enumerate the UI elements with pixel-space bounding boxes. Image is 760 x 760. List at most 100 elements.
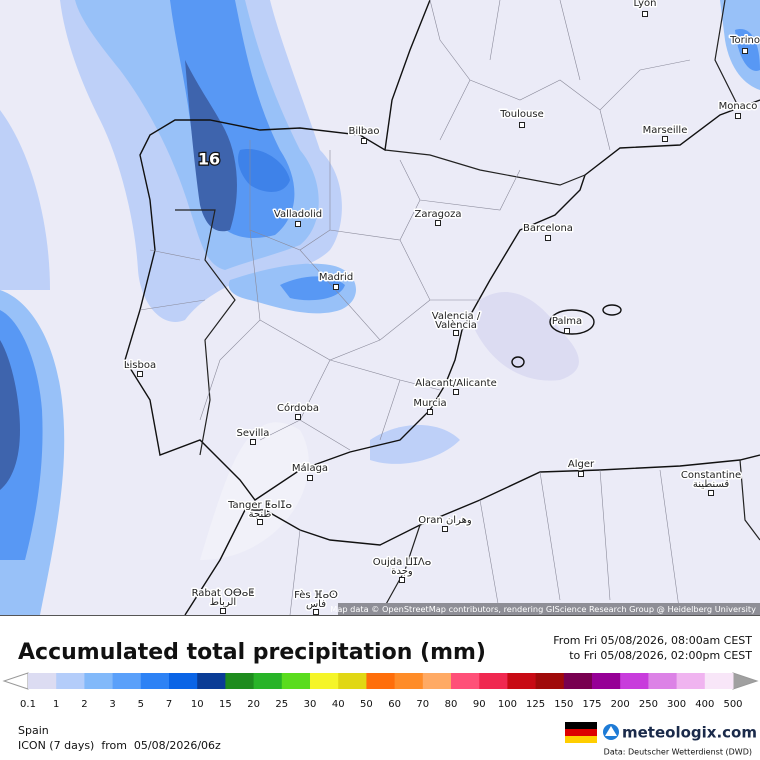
city-label: Alacant/Alicante xyxy=(415,378,496,389)
colorbar-swatch xyxy=(479,673,508,689)
city-label: Toulouse xyxy=(499,109,543,120)
coastline xyxy=(124,0,760,501)
colorbar-under xyxy=(2,672,29,690)
city-label: Lyon xyxy=(633,0,656,9)
city-label: Tanger ⵟⴰⵏⵊⴰ xyxy=(227,500,292,511)
model-run: ICON (7 days) from 05/08/2026/06z xyxy=(18,739,221,752)
city-label: Madrid xyxy=(319,272,353,283)
city-label: Oran وهران xyxy=(418,515,472,526)
city-marker xyxy=(137,371,143,377)
city-marker xyxy=(427,409,433,415)
colorbar-tick-label: 70 xyxy=(416,699,429,710)
city-marker xyxy=(399,577,405,583)
city-marker xyxy=(435,220,441,226)
city-label: Marseille xyxy=(643,125,688,136)
coastline-africa xyxy=(184,454,760,616)
colorbar-swatch xyxy=(563,673,593,689)
city-label: Valladolid xyxy=(274,209,322,220)
colorbar-swatch xyxy=(535,673,565,689)
island-mallorca xyxy=(549,309,595,335)
colorbar-tick-label: 20 xyxy=(247,699,260,710)
city-label: الرباط xyxy=(210,597,236,608)
colorbar-tick-label: 250 xyxy=(639,699,658,710)
city-marker xyxy=(295,221,301,227)
colorbar-swatch xyxy=(28,673,57,689)
colorbar-tick-label: 125 xyxy=(526,699,545,710)
logo[interactable]: meteologix.com xyxy=(603,724,757,742)
border-fr-it xyxy=(714,0,741,111)
colorbar-swatch xyxy=(84,673,114,689)
colorbar-swatch xyxy=(281,673,311,689)
city-label: Barcelona xyxy=(523,223,573,234)
city-marker xyxy=(742,48,748,54)
colorbar-tick-label: 3 xyxy=(109,699,115,710)
max-value-label: 16 xyxy=(198,150,220,169)
colorbar-swatch xyxy=(140,673,170,689)
colorbar-swatch xyxy=(112,673,142,689)
colorbar-tick-label: 100 xyxy=(498,699,517,710)
colorbar-tick-label: 1 xyxy=(53,699,59,710)
city-marker xyxy=(333,284,339,290)
colorbar-swatch xyxy=(422,673,452,689)
logo-text[interactable]: meteologix.com xyxy=(622,724,757,742)
colorbar-tick-label: 2 xyxy=(81,699,87,710)
city-label: Bilbao xyxy=(348,126,379,137)
colorbar-tick-label: 90 xyxy=(473,699,486,710)
colorbar-tick-label: 5 xyxy=(138,699,144,710)
city-label: Lisboa xyxy=(124,360,156,371)
colorbar-swatch xyxy=(253,673,283,689)
city-marker xyxy=(313,609,319,615)
colorbar-swatch xyxy=(338,673,367,689)
city-marker xyxy=(545,235,551,241)
city-marker xyxy=(735,113,741,119)
city-label: وجدة xyxy=(391,566,413,577)
border-dz-tn xyxy=(739,459,760,541)
colorbar-tick-label: 400 xyxy=(695,699,714,710)
colorbar-tick-label: 300 xyxy=(667,699,686,710)
colorbar-tick-label: 30 xyxy=(304,699,317,710)
colorbar-tick-label: 10 xyxy=(191,699,204,710)
colorbar-swatch xyxy=(310,673,339,689)
region: Spain xyxy=(18,724,49,737)
city-label: فاس xyxy=(306,599,326,610)
city-marker xyxy=(442,526,448,532)
border-es-pt xyxy=(175,209,236,456)
city-marker xyxy=(453,330,459,336)
city-label: Alger xyxy=(568,459,595,470)
city-labels: Lyon Torino Monaco Toulouse Marseille Bilbao V… xyxy=(122,0,760,615)
city-marker xyxy=(295,414,301,420)
city-marker xyxy=(578,471,584,477)
colorbar-over xyxy=(732,672,759,690)
legend-title: Accumulated total precipitation (mm) xyxy=(18,640,486,665)
city-label: Fès ⴼⴰⵙ xyxy=(294,589,338,601)
island-ibiza xyxy=(511,356,525,368)
city-label: Zaragoza xyxy=(414,209,461,220)
colorbar-swatch xyxy=(366,673,396,689)
city-label: Málaga xyxy=(292,462,328,474)
city-label: طنجة xyxy=(249,509,272,520)
colorbar-tick-label: 60 xyxy=(388,699,401,710)
colorbar-tick-label: 500 xyxy=(723,699,742,710)
city-label: Constantine xyxy=(681,470,741,481)
map: Lyon Torino Monaco Toulouse Marseille Bilbao V… xyxy=(0,0,760,616)
city-label: Palma xyxy=(552,316,582,327)
city-label: Sevilla xyxy=(237,428,270,439)
colorbar-swatch xyxy=(197,673,226,689)
city-marker xyxy=(564,328,570,334)
border-ma-dz xyxy=(379,524,421,616)
colorbar-tick-label: 50 xyxy=(360,699,373,710)
colorbar-swatch xyxy=(507,673,537,689)
colorbar-swatch xyxy=(648,673,678,689)
city-label: Murcia xyxy=(413,398,446,409)
attribution: Map data © OpenStreetMap contributors, r… xyxy=(330,604,756,614)
attribution-bar xyxy=(338,603,760,615)
colorbar-tick-label: 150 xyxy=(554,699,573,710)
city-marker xyxy=(361,138,367,144)
colorbar-swatch xyxy=(225,673,255,689)
precip-field xyxy=(0,0,760,615)
colorbar-swatch xyxy=(56,673,85,689)
colorbar-tick-label: 175 xyxy=(582,699,601,710)
colorbar-swatch xyxy=(676,673,706,689)
